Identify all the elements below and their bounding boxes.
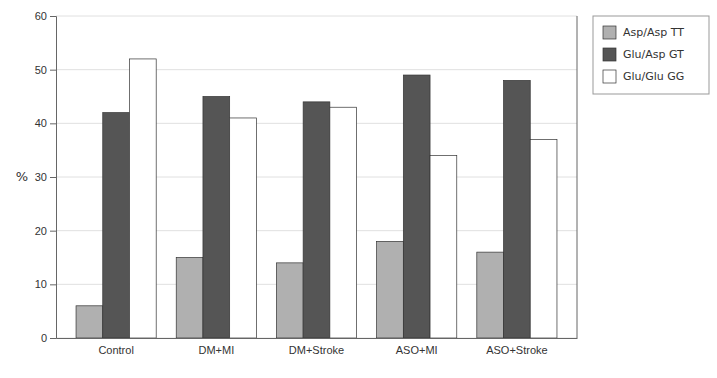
bar (203, 97, 230, 339)
legend-frame (593, 16, 709, 94)
tick-label: 10 (35, 278, 47, 290)
bar (530, 139, 557, 338)
axis-line (57, 338, 578, 339)
legend-swatch (603, 48, 616, 61)
bar (176, 258, 203, 339)
tick-label: DM+Stroke (289, 344, 344, 356)
legend-label: Glu/Asp GT (623, 48, 684, 61)
tick-label: DM+MI (198, 344, 234, 356)
tick: DM+Stroke (289, 344, 344, 356)
tick-label: 20 (35, 225, 47, 237)
tick: 10 (35, 278, 56, 290)
y-axis-label: % (16, 169, 28, 184)
bar (430, 156, 457, 338)
tick-label: 60 (35, 10, 47, 22)
axis-line (50, 17, 57, 339)
legend-label: Asp/Asp TT (623, 26, 684, 39)
tick: ASO+MI (396, 344, 438, 356)
tick-mark (50, 231, 56, 232)
tick: ASO+Stroke (486, 344, 547, 356)
y-axis: 0 10 20 30 40 50 60 (35, 10, 57, 344)
tick: 30 (35, 171, 56, 183)
legend-item: Asp/Asp TT (603, 26, 684, 39)
chart: 0 10 20 30 40 50 60 Control DM+MI DM+Stroke ASO+MI… (0, 0, 717, 378)
bars (76, 59, 557, 338)
tick: 20 (35, 225, 56, 237)
tick: 60 (35, 10, 56, 22)
bar (230, 118, 257, 338)
legend: Asp/Asp TT Glu/Asp GT Glu/Glu GG (593, 16, 709, 94)
bar-series (129, 59, 556, 338)
bar (76, 306, 103, 338)
tick-label: 0 (41, 332, 47, 344)
frame (577, 16, 578, 338)
tick-mark (50, 284, 56, 285)
bar (477, 252, 504, 338)
plot: 0 10 20 30 40 50 60 Control DM+MI DM+Stroke ASO+MI… (16, 10, 578, 356)
tick-label: ASO+Stroke (486, 344, 547, 356)
bar (129, 59, 156, 338)
tick: Control (98, 344, 133, 356)
bar-series (103, 75, 530, 338)
x-axis: Control DM+MI DM+Stroke ASO+MI ASO+Stroke (57, 339, 578, 356)
tick: 40 (35, 117, 56, 129)
tick-label: 30 (35, 171, 47, 183)
tick-label: ASO+MI (396, 344, 438, 356)
tick-label: 50 (35, 64, 47, 76)
tick-mark (50, 70, 56, 71)
bar (103, 113, 130, 338)
legend-item: Glu/Glu GG (603, 70, 684, 83)
bar (377, 241, 404, 338)
bar (303, 102, 330, 338)
grid (56, 16, 577, 338)
bar (504, 80, 531, 338)
tick-label: 40 (35, 117, 47, 129)
bar (276, 263, 303, 338)
legend-item: Glu/Asp GT (603, 48, 684, 61)
legend-swatch (603, 70, 616, 83)
tick-mark (50, 338, 56, 339)
tick: 0 (41, 332, 56, 344)
tick-mark (50, 123, 56, 124)
legend-swatch (603, 26, 616, 39)
tick-mark (50, 177, 56, 178)
tick: DM+MI (198, 344, 234, 356)
tick-mark (50, 16, 56, 17)
tick-label: Control (98, 344, 133, 356)
bar (403, 75, 430, 338)
bar (330, 107, 357, 338)
tick: 50 (35, 64, 56, 76)
grid-line (56, 16, 577, 17)
legend-label: Glu/Glu GG (623, 70, 684, 83)
